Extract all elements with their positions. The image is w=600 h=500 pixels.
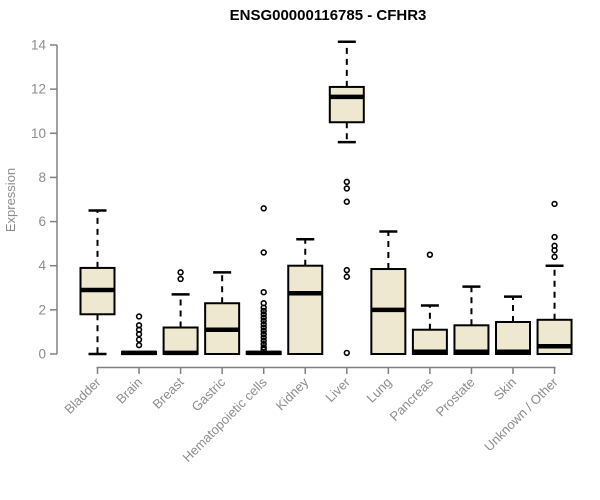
outlier-point — [135, 330, 143, 338]
outlier-point — [426, 251, 434, 258]
outlier-point — [343, 266, 350, 274]
category-label: Skin — [491, 375, 519, 403]
outlier-point — [260, 205, 267, 212]
outlier-point — [260, 334, 267, 341]
outlier-point — [260, 346, 267, 353]
outlier-point — [343, 349, 350, 357]
outlier-point — [260, 249, 267, 256]
y-tick-label: 12 — [31, 82, 46, 97]
y-tick-label: 0 — [38, 347, 46, 362]
category-label: Lung — [363, 375, 394, 406]
box-rect — [287, 264, 324, 356]
outlier-point — [260, 314, 267, 321]
outlier-point — [343, 198, 350, 205]
category-label: Pancreas — [387, 374, 437, 424]
category-label: Prostate — [433, 375, 478, 420]
outlier-point — [551, 247, 558, 254]
outlier-point — [260, 330, 267, 338]
box-rect — [536, 318, 573, 355]
outlier-point — [551, 200, 558, 208]
box-rect — [328, 85, 365, 124]
y-tick-label: 14 — [31, 38, 47, 53]
category-label: Bladder — [61, 374, 104, 417]
outlier-point — [260, 344, 267, 351]
y-tick-label: 2 — [38, 302, 46, 317]
outlier-point — [177, 275, 184, 283]
outlier-point — [551, 253, 558, 261]
box-rect — [162, 326, 199, 355]
outlier-point — [260, 307, 267, 315]
outlier-point — [135, 313, 143, 320]
outlier-point — [260, 324, 267, 331]
outlier-point — [343, 185, 350, 192]
category-label: Brain — [113, 375, 145, 407]
y-axis-title: Expression — [3, 168, 18, 232]
box-rect — [495, 320, 531, 355]
outlier-point — [343, 178, 350, 186]
y-tick-label: 8 — [38, 170, 46, 185]
outlier-point — [135, 341, 143, 349]
outlier-point — [260, 289, 267, 296]
outlier-point — [343, 273, 350, 280]
outlier-point — [260, 317, 267, 325]
outlier-point — [260, 337, 267, 344]
category-label: Gastric — [189, 374, 229, 414]
outlier-point — [177, 269, 184, 276]
y-tick-label: 10 — [31, 126, 46, 141]
category-label: Kidney — [273, 374, 312, 413]
box-rect — [453, 324, 490, 355]
outlier-point — [260, 327, 267, 335]
category-label: Liver — [322, 374, 353, 405]
category-label: Breast — [150, 374, 187, 411]
category-label: Unknown / Other — [481, 374, 561, 454]
y-tick-label: 4 — [38, 258, 46, 273]
chart-title: ENSG00000116785 - CFHR3 — [230, 7, 427, 24]
y-tick-label: 6 — [38, 214, 46, 229]
outlier-point — [551, 233, 558, 241]
outlier-point — [135, 336, 143, 343]
outlier-point — [260, 304, 267, 311]
outlier-point — [260, 311, 267, 318]
outlier-point — [260, 321, 267, 328]
